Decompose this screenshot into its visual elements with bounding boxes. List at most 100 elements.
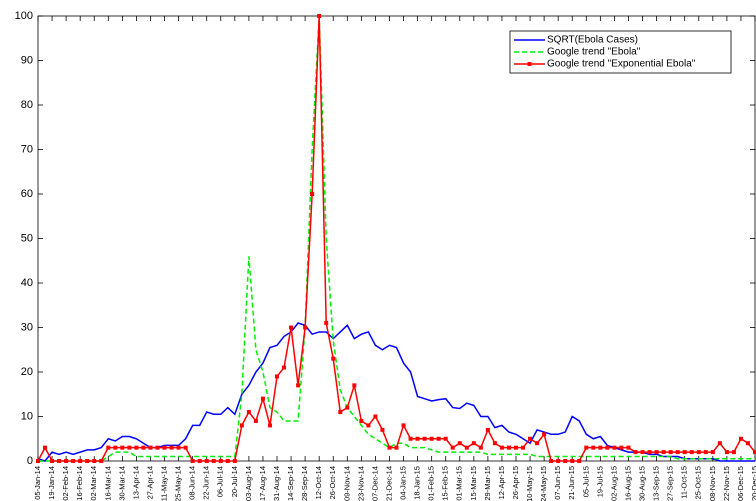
marker <box>310 192 315 196</box>
marker <box>162 445 167 450</box>
y-tick-label: 40 <box>21 277 33 289</box>
marker <box>724 450 729 455</box>
marker <box>324 321 329 326</box>
marker <box>366 423 371 428</box>
marker <box>478 445 483 450</box>
marker <box>689 450 694 455</box>
marker <box>134 445 139 450</box>
marker <box>542 432 547 437</box>
x-tick-label: 13-Sep-15 <box>652 466 661 501</box>
marker <box>492 441 497 446</box>
marker <box>99 459 104 463</box>
marker <box>345 405 350 410</box>
marker <box>64 459 69 463</box>
marker <box>303 325 308 330</box>
x-tick-label: 20-Dec-15 <box>750 466 756 501</box>
x-tick-label: 15-Mar-15 <box>469 466 478 501</box>
marker <box>253 418 258 423</box>
series-line <box>38 15 755 462</box>
marker <box>422 436 427 441</box>
y-tick-label: 20 <box>21 366 33 378</box>
x-tick-label: 05-Jul-15 <box>581 466 590 497</box>
x-tick-label: 02-Mar-14 <box>89 466 98 501</box>
y-tick-label: 80 <box>21 99 33 111</box>
x-tick-label: 12-Oct-14 <box>314 466 323 499</box>
marker <box>753 450 756 455</box>
y-tick-label: 90 <box>21 54 33 66</box>
x-tick-label: 15-Feb-15 <box>441 466 450 501</box>
x-tick-label: 21-Dec-14 <box>384 466 393 501</box>
x-tick-label: 07-Jun-15 <box>553 466 562 500</box>
marker <box>380 427 385 432</box>
plot-area <box>37 15 756 462</box>
marker <box>563 459 568 463</box>
x-tick-label: 04-Jan-15 <box>399 466 408 500</box>
x-tick-label: 31-Aug-14 <box>272 466 281 501</box>
legend-label: SQRT(Ebola Cases) <box>547 35 638 46</box>
x-tick-label: 09-Nov-14 <box>342 466 351 501</box>
marker <box>225 459 230 463</box>
marker <box>535 441 540 446</box>
x-tick-label: 07-Dec-14 <box>370 466 379 501</box>
y-tick-label: 0 <box>27 455 33 467</box>
marker <box>169 445 174 450</box>
marker <box>239 423 244 428</box>
marker <box>408 436 413 441</box>
x-tick-label: 21-Jun-15 <box>567 466 576 500</box>
marker <box>415 436 420 441</box>
marker <box>373 414 378 419</box>
marker <box>584 445 589 450</box>
marker <box>696 450 701 455</box>
marker <box>521 445 526 450</box>
x-tick-label: 20-Jul-14 <box>230 466 239 497</box>
x-tick-label: 16-Aug-15 <box>623 466 632 501</box>
x-tick-label: 17-Aug-14 <box>258 466 267 501</box>
marker <box>654 450 659 455</box>
marker <box>78 459 83 463</box>
marker <box>710 450 715 455</box>
marker <box>598 445 603 450</box>
marker <box>640 450 645 455</box>
marker <box>619 445 624 450</box>
y-tick-label: 60 <box>21 188 33 200</box>
marker <box>633 450 638 455</box>
marker <box>703 450 708 455</box>
marker <box>738 436 743 441</box>
marker <box>148 445 153 450</box>
legend-marker <box>527 62 532 66</box>
x-tick-label: 11-Oct-15 <box>680 466 689 499</box>
x-tick-label: 02-Aug-15 <box>609 466 618 501</box>
x-tick-label: 27-Apr-14 <box>145 466 154 499</box>
marker <box>296 383 301 388</box>
x-tick-label: 22-Nov-15 <box>722 466 731 501</box>
marker <box>71 459 76 463</box>
marker <box>591 445 596 450</box>
x-tick-label: 26-Oct-14 <box>328 466 337 499</box>
x-tick-label: 24-May-15 <box>539 466 548 501</box>
x-tick-label: 06-Jul-14 <box>216 466 225 497</box>
x-tick-label: 02-Feb-14 <box>61 466 70 501</box>
x-tick-label: 13-Apr-14 <box>131 466 140 499</box>
marker <box>43 445 48 450</box>
x-tick-label: 25-May-14 <box>174 466 183 501</box>
marker <box>471 441 476 446</box>
x-tick-label: 16-Mar-14 <box>103 466 112 501</box>
marker <box>647 450 652 455</box>
marker <box>36 459 40 463</box>
marker <box>338 410 343 415</box>
marker <box>612 445 617 450</box>
marker <box>556 459 561 463</box>
marker <box>731 450 736 455</box>
x-tick-label: 10-May-15 <box>525 466 534 501</box>
marker <box>127 445 132 450</box>
marker <box>717 441 722 446</box>
marker <box>457 441 462 446</box>
y-tick-label: 50 <box>21 232 33 244</box>
marker <box>190 459 195 463</box>
marker <box>176 445 181 450</box>
marker <box>682 450 687 455</box>
marker <box>429 436 434 441</box>
marker <box>401 423 406 428</box>
x-tick-label: 08-Jun-14 <box>188 466 197 500</box>
